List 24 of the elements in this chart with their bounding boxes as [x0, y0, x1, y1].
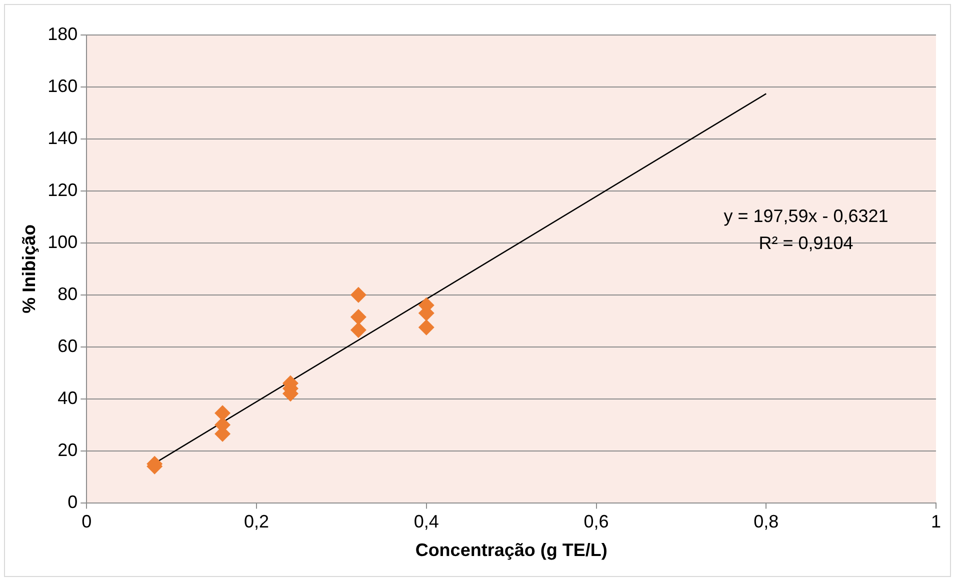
y-tick-label: 20	[58, 440, 78, 460]
x-tick-label: 0,2	[244, 512, 270, 532]
y-tick-label: 180	[48, 24, 78, 44]
x-tick-label: 0,6	[584, 512, 609, 532]
y-tick-label: 40	[58, 388, 78, 408]
annotation: R² = 0,9104	[758, 232, 854, 253]
y-tick-label: 160	[48, 76, 78, 96]
annotation: y = 197,59x - 0,6321	[724, 206, 888, 226]
y-axis-title: % Inibição	[18, 224, 39, 314]
point	[418, 319, 434, 336]
y-tick-label: 80	[58, 284, 78, 304]
x-axis-title: Concentração (g TE/L)	[415, 540, 608, 560]
y-tick-label: 0	[68, 492, 78, 512]
x-tick-label: 0,8	[754, 512, 779, 532]
point	[350, 322, 366, 338]
y-tick-label: 140	[48, 128, 78, 148]
y-tick-label: 100	[48, 232, 78, 252]
y-tick-label: 120	[48, 180, 78, 200]
point	[350, 308, 366, 325]
x-tick-label: 0	[82, 512, 92, 532]
x-tick-label: 0,4	[414, 512, 439, 532]
point	[350, 286, 366, 303]
x-tick-label: 1	[930, 512, 942, 532]
y-tick-label: 60	[58, 336, 78, 356]
